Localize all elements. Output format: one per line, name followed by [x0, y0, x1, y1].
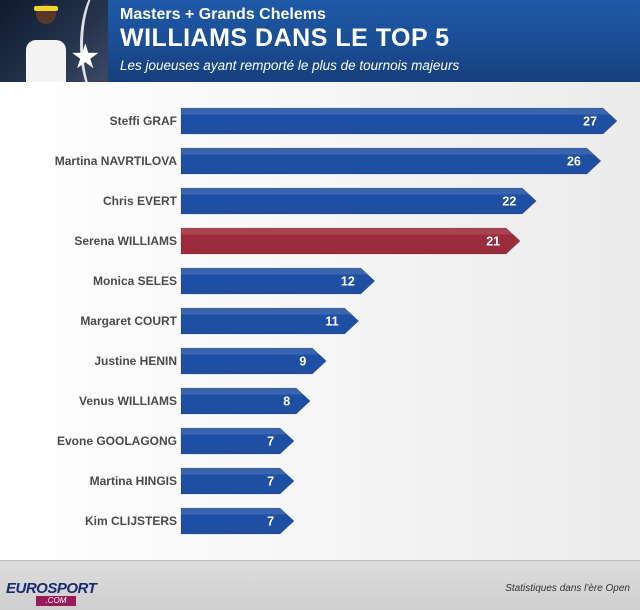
bar-margaret-court: [180, 307, 360, 335]
category-label: Serena WILLIAMS: [74, 234, 177, 248]
value-label: 8: [283, 395, 290, 409]
bar-shine: [181, 508, 288, 515]
bar-justine-henin: [180, 347, 327, 375]
bar-shine: [181, 228, 514, 235]
player-photo: ★: [0, 0, 108, 82]
player-headband: [34, 6, 58, 11]
category-label: Chris EVERT: [103, 194, 178, 208]
category-label: Monica SELES: [93, 274, 177, 288]
value-label: 7: [267, 475, 274, 489]
logo-euro: EURO: [6, 580, 48, 597]
bar-chris-evert: [180, 187, 537, 215]
value-label: 27: [583, 115, 597, 129]
category-label: Martina HINGIS: [90, 474, 177, 488]
value-label: 26: [567, 155, 581, 169]
bar-serena-williams: [180, 227, 521, 255]
value-label: 11: [325, 315, 338, 329]
category-label: Justine HENIN: [94, 354, 177, 368]
logo-sport: SPORT: [47, 580, 97, 597]
category-label: Steffi GRAF: [110, 114, 177, 128]
bar-shine: [181, 308, 352, 315]
bar-shine: [181, 428, 288, 435]
value-label: 21: [486, 235, 500, 249]
bar-shine: [181, 108, 611, 115]
category-label: Martina NAVRTILOVA: [55, 154, 178, 168]
bar-shine: [181, 348, 320, 355]
bar-kim-clijsters: [180, 507, 295, 535]
footer: EUROSPORT .COM Statistiques dans l'ère O…: [0, 560, 640, 610]
bar-shine: [181, 468, 288, 475]
bar-chart: Steffi GRAF 27 Martina NAVRTILOVA 26 Chris E…: [55, 107, 618, 535]
header-banner: ★ Masters + Grands Chelems WILLIAMS DANS…: [0, 0, 640, 82]
bar-venus-williams: [180, 387, 311, 415]
subtitle: Les joueuses ayant remporté le plus de t…: [120, 58, 460, 73]
bar-shine: [181, 388, 304, 395]
value-label: 7: [267, 515, 274, 529]
value-label: 9: [299, 355, 306, 369]
bar-martina-hingis: [180, 467, 295, 495]
star-icon: ★: [70, 38, 101, 76]
player-dress: [26, 40, 66, 82]
category-label: Evone GOOLAGONG: [57, 434, 177, 448]
bar-evone-goolagong: [180, 427, 295, 455]
category-label: Venus WILLIAMS: [79, 394, 177, 408]
category-label: Kim CLIJSTERS: [85, 514, 177, 528]
supertitle: Masters + Grands Chelems: [120, 6, 326, 23]
value-label: 22: [502, 195, 516, 209]
bar-martina-navrtilova: [180, 147, 602, 175]
bar-monica-seles: [180, 267, 376, 295]
logo-com: .COM: [36, 596, 76, 606]
eurosport-logo: EUROSPORT .COM: [6, 580, 97, 606]
bar-shine: [181, 188, 530, 195]
bar-steffi-graf: [180, 107, 618, 135]
bar-shine: [181, 148, 594, 155]
bar-shine: [181, 268, 368, 275]
page-title: WILLIAMS DANS LE TOP 5: [120, 24, 450, 52]
value-label: 12: [341, 275, 355, 289]
swoosh-decoration: [80, 0, 140, 82]
value-label: 7: [267, 435, 274, 449]
category-label: Margaret COURT: [80, 314, 177, 328]
footnote: Statistiques dans l'ère Open: [505, 583, 630, 594]
